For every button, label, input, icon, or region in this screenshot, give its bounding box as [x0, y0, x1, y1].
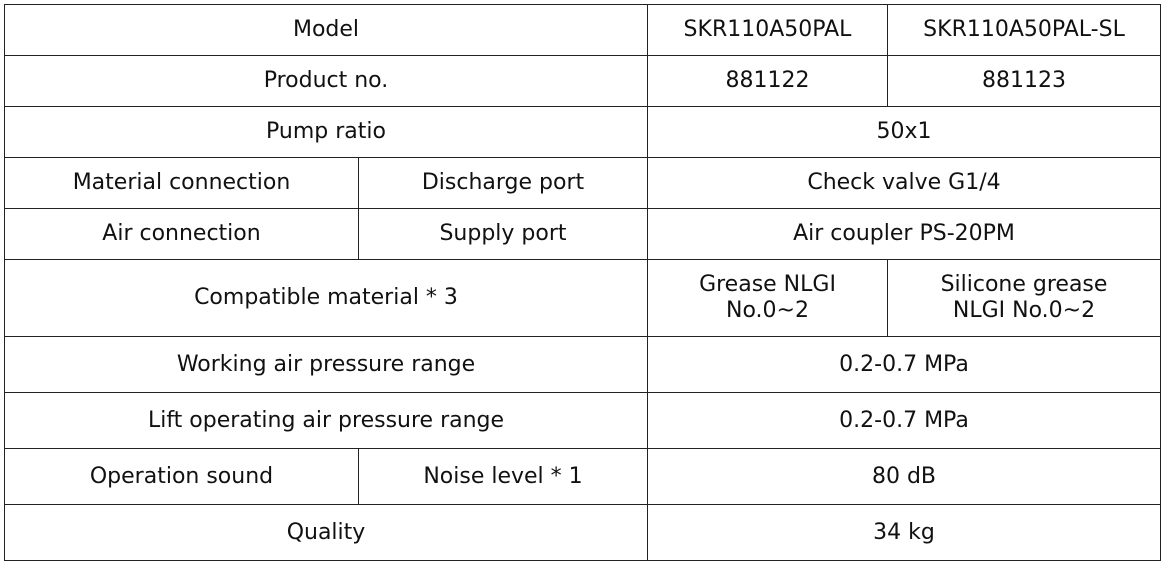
cell: 34 kg	[647, 504, 1161, 561]
cell: Grease NLGI No.0~2	[647, 259, 888, 337]
cell: Product no.	[4, 55, 648, 107]
row: Operation sound Noise level * 1 80 dB	[4, 448, 1161, 505]
cell: Compatible material * 3	[4, 259, 648, 337]
cell: 0.2-0.7 MPa	[647, 392, 1161, 449]
row: Product no. 881122 881123	[4, 55, 1161, 107]
cell: Quality	[4, 504, 648, 561]
cell: 881123	[887, 55, 1161, 107]
cell: Operation sound	[4, 448, 359, 505]
cell: Check valve G1/4	[647, 157, 1161, 209]
cell: 0.2-0.7 MPa	[647, 336, 1161, 393]
spec-table: Model SKR110A50PAL SKR110A50PAL-SL Produ…	[4, 4, 1161, 561]
cell: Air connection	[4, 208, 359, 260]
row: Model SKR110A50PAL SKR110A50PAL-SL	[4, 4, 1161, 56]
cell: Lift operating air pressure range	[4, 392, 648, 449]
row: Pump ratio 50x1	[4, 106, 1161, 158]
cell: Pump ratio	[4, 106, 648, 158]
cell-line: NLGI No.0~2	[952, 298, 1096, 323]
cell: Material connection	[4, 157, 359, 209]
cell-line: No.0~2	[726, 298, 809, 323]
cell: Air coupler PS-20PM	[647, 208, 1161, 260]
cell: SKR110A50PAL	[647, 4, 888, 56]
row: Air connection Supply port Air coupler P…	[4, 208, 1161, 260]
row: Working air pressure range 0.2-0.7 MPa	[4, 336, 1161, 393]
row: Quality 34 kg	[4, 504, 1161, 561]
cell: Model	[4, 4, 648, 56]
row: Lift operating air pressure range 0.2-0.…	[4, 392, 1161, 449]
cell: Silicone grease NLGI No.0~2	[887, 259, 1161, 337]
cell: Discharge port	[358, 157, 648, 209]
cell: SKR110A50PAL-SL	[887, 4, 1161, 56]
row: Material connection Discharge port Check…	[4, 157, 1161, 209]
cell-line: Grease NLGI	[699, 272, 836, 297]
cell: Working air pressure range	[4, 336, 648, 393]
cell: Supply port	[358, 208, 648, 260]
row: Compatible material * 3 Grease NLGI No.0…	[4, 259, 1161, 337]
cell: Noise level * 1	[358, 448, 648, 505]
cell: 80 dB	[647, 448, 1161, 505]
cell-line: Silicone grease	[940, 272, 1108, 297]
cell: 881122	[647, 55, 888, 107]
cell: 50x1	[647, 106, 1161, 158]
